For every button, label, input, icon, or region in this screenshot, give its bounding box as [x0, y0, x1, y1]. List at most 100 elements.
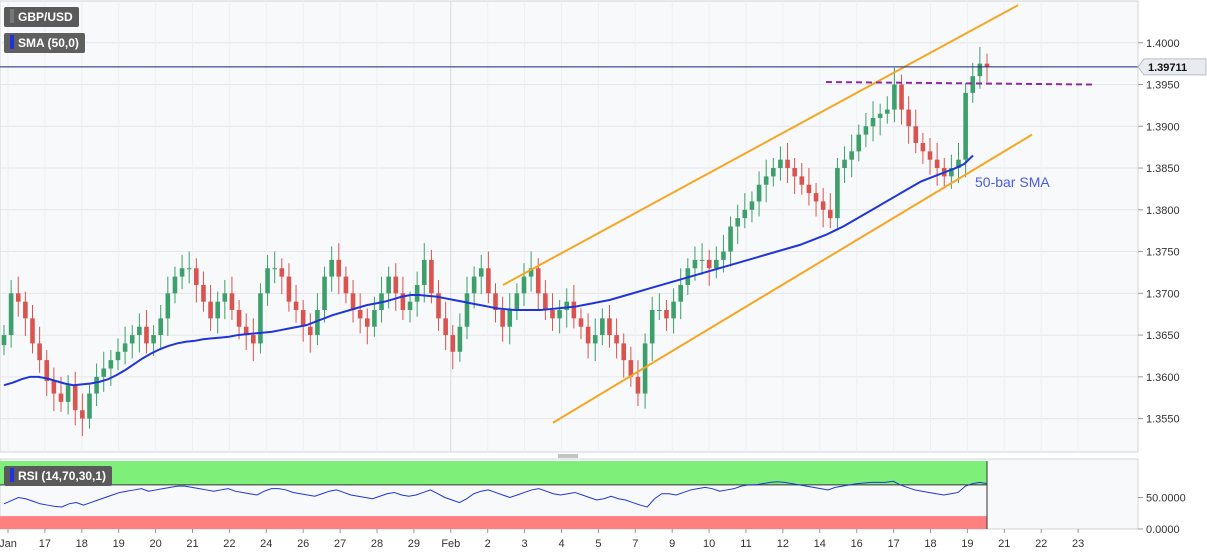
candle-body	[728, 226, 733, 252]
time-tick-label: 2	[485, 538, 491, 550]
channel-upper-line	[502, 4, 1019, 286]
candle-body	[735, 218, 740, 227]
candle-body	[550, 310, 555, 319]
candle-body	[65, 385, 71, 402]
candle-body	[813, 193, 819, 202]
candle-body	[884, 109, 890, 114]
candle-body	[585, 326, 591, 344]
price-tick-label: 1.3600	[1146, 372, 1180, 384]
rsi-tick-label: 0.0000	[1146, 524, 1180, 536]
time-tick-label: 11	[740, 538, 751, 550]
candle-body	[350, 293, 356, 311]
candle-body	[493, 293, 498, 311]
time-tick-label: 12	[777, 538, 789, 550]
candle-body	[543, 293, 548, 311]
candle-body	[101, 368, 107, 377]
candle-body	[265, 268, 270, 294]
candle-body	[714, 259, 719, 269]
candle-body	[949, 168, 954, 177]
candle-body	[44, 360, 50, 382]
candle-body	[15, 293, 21, 302]
candle-body	[429, 259, 434, 294]
candle-body	[30, 318, 35, 344]
candle-body	[115, 351, 121, 361]
price-tick-label: 1.3550	[1146, 414, 1180, 426]
candle-body	[478, 268, 484, 277]
rsi-label[interactable]: RSI (14,70,30,1)	[4, 466, 113, 486]
candle-body	[443, 318, 448, 336]
candle-body	[372, 310, 377, 327]
time-tick-label: 21	[186, 538, 198, 550]
rsi-overbought-zone	[0, 461, 987, 485]
candle-body	[564, 301, 570, 311]
candle-body	[343, 276, 349, 294]
candle-body	[635, 376, 641, 394]
candle-body	[664, 310, 669, 319]
time-tick-label: 23	[1072, 538, 1084, 550]
candle-body	[471, 276, 477, 294]
time-tick-label: 7	[632, 538, 638, 550]
candle-body	[970, 76, 976, 93]
candle-body	[386, 276, 391, 294]
candle-body	[364, 318, 370, 327]
candle-body	[108, 360, 114, 369]
candle-body	[977, 63, 983, 77]
indicator-label[interactable]: SMA (50,0)	[4, 33, 85, 53]
time-tick-label: 9	[669, 538, 675, 550]
price-tick-label: 1.3900	[1146, 121, 1180, 133]
resistance-line	[825, 81, 1094, 86]
candle-body	[934, 159, 940, 169]
price-tick-label: 1.4000	[1146, 38, 1180, 50]
candle-body	[521, 276, 527, 294]
candle-body	[692, 259, 698, 269]
candle-body	[820, 201, 826, 210]
candle-body	[158, 318, 164, 336]
sma-swatch	[10, 35, 14, 49]
sma-line	[3, 154, 974, 387]
candle-body	[507, 310, 513, 327]
candle-body	[357, 310, 363, 319]
time-tick-label: 18	[76, 538, 88, 550]
time-tick-label: 16	[851, 538, 863, 550]
candle-body	[8, 293, 14, 336]
candle-body	[927, 151, 933, 160]
price-tick-label: 1.3800	[1146, 205, 1180, 217]
candle-body	[407, 301, 413, 311]
candle-body	[215, 301, 220, 319]
candle-body	[535, 268, 541, 294]
symbol-label[interactable]: GBP/USD	[4, 7, 79, 27]
candle-body	[877, 113, 883, 118]
candle-body	[771, 168, 776, 177]
price-tick-label: 1.3750	[1146, 247, 1180, 259]
candle-body	[414, 284, 420, 302]
candle-body	[870, 117, 876, 127]
candle-body	[23, 301, 28, 319]
time-tick-label: 17	[887, 538, 899, 550]
rsi-line	[3, 480, 988, 508]
candle-body	[849, 151, 854, 160]
candle-body	[194, 268, 199, 285]
candle-body	[621, 343, 627, 361]
candle-body	[600, 318, 605, 336]
candle-body	[307, 326, 313, 336]
candle-body	[222, 293, 228, 302]
symbol-swatch	[10, 9, 14, 23]
candle-body	[827, 209, 833, 219]
candle-body	[51, 381, 57, 394]
candle-body	[778, 159, 783, 169]
candle-body	[322, 276, 327, 311]
candle-body	[706, 259, 712, 269]
candle-body	[393, 276, 399, 294]
candle-body	[87, 393, 92, 419]
candle-body	[607, 318, 612, 336]
time-tick-label: 20	[149, 538, 161, 550]
candle-body	[614, 335, 619, 344]
time-tick-label: 18	[924, 538, 936, 550]
candle-body	[785, 159, 790, 169]
candle-body	[72, 385, 78, 411]
candle-body	[571, 301, 577, 319]
candle-body	[799, 176, 805, 185]
candle-body	[165, 293, 171, 319]
candle-body	[129, 335, 135, 344]
time-tick-label: Feb	[441, 538, 460, 550]
